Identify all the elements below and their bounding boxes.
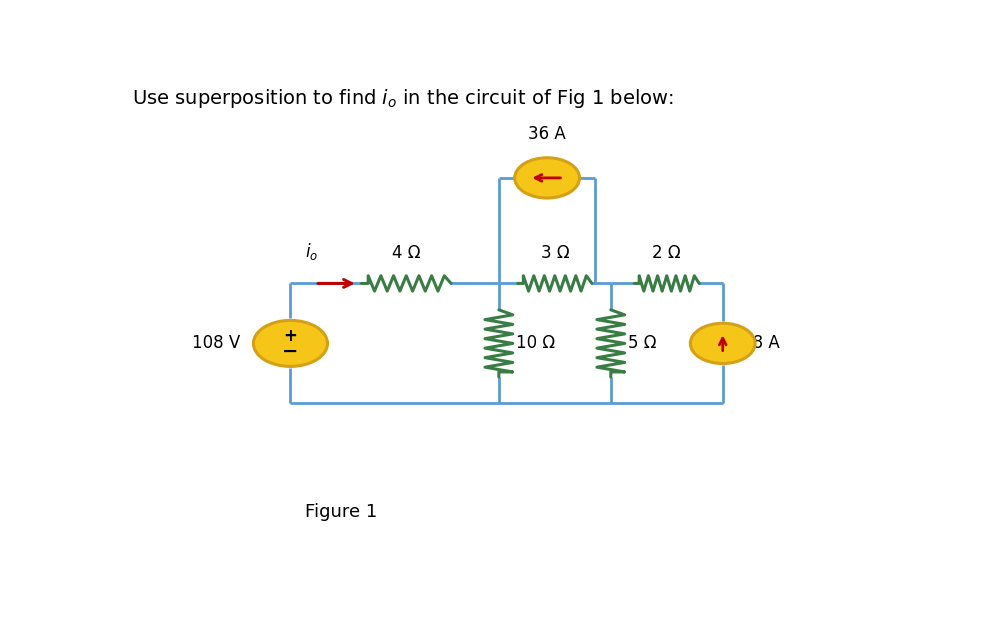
Text: 18 A: 18 A [742,335,780,353]
Text: 10 Ω: 10 Ω [516,335,555,353]
Circle shape [253,320,328,366]
Text: 36 A: 36 A [528,125,566,143]
Text: 4 Ω: 4 Ω [392,244,420,262]
Text: Use superposition to find $i_o$ in the circuit of Fig 1 below:: Use superposition to find $i_o$ in the c… [132,87,674,110]
Text: 5 Ω: 5 Ω [627,335,656,353]
Text: 2 Ω: 2 Ω [652,244,681,262]
Text: −: − [282,342,299,361]
Text: $i_o$: $i_o$ [305,241,318,262]
Text: Figure 1: Figure 1 [305,503,376,521]
Text: 108 V: 108 V [192,335,240,353]
Text: +: + [284,327,298,345]
Text: 3 Ω: 3 Ω [541,244,569,262]
Circle shape [690,323,755,364]
Circle shape [515,158,580,198]
